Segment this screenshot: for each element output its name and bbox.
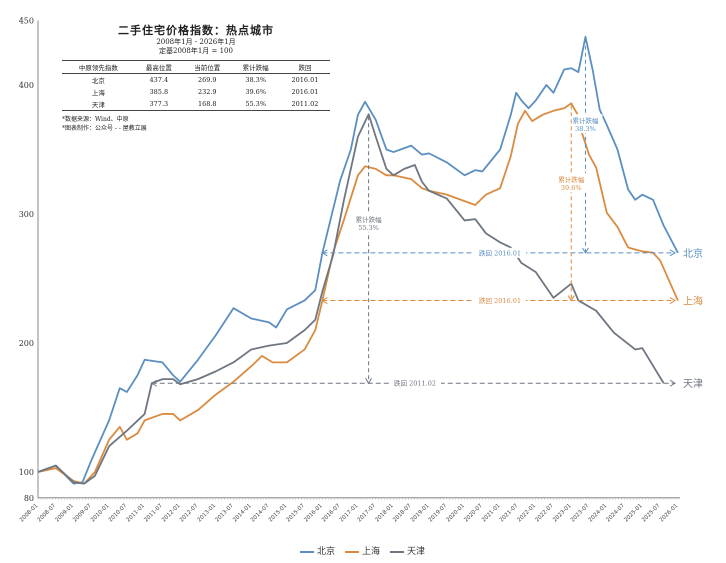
arrow-icon (669, 379, 676, 387)
x-tick-label: 2018-01 (374, 503, 394, 523)
label-bg (351, 212, 386, 232)
y-tick-label: 100 (19, 468, 34, 477)
author-note: *图表制作：公众号 - - 屋教立展 (62, 125, 147, 132)
x-tick-label: 2026-01 (659, 503, 679, 523)
legend: 北京 上海 天津 (300, 544, 425, 557)
label-bg (568, 114, 603, 134)
arrow-icon (669, 249, 676, 257)
drop-pct: 39.6% (561, 184, 582, 192)
arrow-icon (669, 297, 676, 304)
legend-label: 北京 (317, 547, 336, 557)
city-end-label: 北京 (683, 247, 703, 260)
label-bg (554, 173, 589, 193)
cell: 437.4 (149, 76, 169, 84)
arrow-icon (582, 247, 589, 254)
x-tick-label: 2012-01 (161, 503, 181, 523)
x-tick-label: 2013-01 (197, 503, 217, 523)
table-row: 上海 385.8 232.9 39.6% 2016.01 (62, 86, 330, 98)
arrow-icon (365, 377, 373, 385)
series-line-上海 (37, 102, 679, 485)
table-header: 中原领先指数 最高位置 当前位置 累计跌幅 跌回 (62, 60, 330, 74)
arrow-icon (567, 295, 575, 302)
cell: 北京 (91, 77, 105, 85)
cell: 232.9 (197, 88, 217, 96)
cell: 2016.01 (291, 88, 319, 96)
info-box: 二手住宅价格指数：热点城市 2008年1月 - 2026年1月 定基2008年1… (62, 22, 330, 133)
cell: 上海 (91, 89, 105, 97)
drop-pct: 55.3% (358, 224, 379, 232)
y-tick-label: 200 (19, 339, 34, 348)
x-tick-label: 2010-01 (90, 503, 110, 523)
arrow-icon (321, 249, 328, 257)
cell: 269.9 (197, 76, 217, 84)
x-tick-label: 2016-01 (303, 503, 323, 523)
cell: 55.3% (245, 100, 266, 108)
table-row: 北京 437.4 269.9 38.3% 2016.01 (62, 74, 330, 87)
x-tick-label: 2009-01 (54, 503, 74, 523)
x-tick-label: 2024-01 (588, 503, 608, 523)
x-tick-label: 2023-01 (552, 503, 572, 523)
series-line-北京 (37, 35, 679, 485)
col-header: 跌回 (279, 60, 330, 74)
x-tick-label: 2025-01 (623, 503, 643, 523)
city-end-label: 上海 (683, 295, 703, 308)
col-header: 中原领先指数 (62, 60, 135, 74)
label-bg (474, 247, 526, 258)
y-tick-label: 80 (24, 494, 34, 503)
cell: 168.8 (197, 100, 217, 108)
series-line-天津 (37, 113, 665, 485)
x-tick-label: 2017-01 (339, 503, 359, 523)
cell: 38.3% (245, 76, 266, 84)
legend-item: 北京 (300, 544, 335, 557)
cell: 377.3 (149, 100, 169, 108)
x-tick-label: 2008-01 (19, 503, 39, 523)
return-label: 跌回 2011.02 (394, 379, 436, 388)
x-tick-label: 2022-01 (517, 503, 537, 523)
col-header: 当前位置 (183, 60, 232, 74)
arrow-icon (321, 297, 328, 304)
cell: 385.8 (149, 88, 169, 96)
x-tick-label: 2015-01 (268, 503, 288, 523)
return-label: 跌回 2016.01 (479, 248, 521, 257)
x-tick-label: 2011-01 (126, 503, 146, 523)
cell: 2011.02 (291, 100, 319, 108)
legend-item: 上海 (345, 544, 380, 557)
drop-label: 累计跌幅 (356, 215, 383, 224)
label-bg (474, 295, 526, 306)
y-tick-label: 300 (19, 210, 34, 219)
y-tick-label: 400 (19, 81, 34, 90)
y-tick-label: 450 (19, 17, 34, 26)
legend-item: 天津 (390, 544, 425, 557)
x-tick-label: 2019-01 (410, 503, 430, 523)
x-tick-label: 2021-01 (481, 503, 501, 523)
table-row: 天津 377.3 168.8 55.3% 2011.02 (62, 98, 330, 111)
x-tick-label: 2020-01 (446, 503, 466, 523)
legend-label: 上海 (362, 547, 381, 557)
source-note: *数据来源：Wind、中原 (62, 116, 129, 123)
date-range: 2008年1月 - 2026年1月 (156, 38, 236, 46)
col-header: 累计跌幅 (231, 60, 280, 74)
drop-label: 累计跌幅 (572, 116, 599, 125)
city-end-label: 天津 (683, 378, 703, 390)
chart-title: 二手住宅价格指数：热点城市 (118, 24, 274, 37)
summary-table: 中原领先指数 最高位置 当前位置 累计跌幅 跌回 北京 437.4 269.9 38.… (62, 60, 330, 111)
x-tick-label: 2014-01 (232, 503, 252, 523)
legend-label: 天津 (407, 547, 426, 557)
return-label: 跌回 2016.01 (479, 296, 521, 305)
arrow-icon (150, 379, 158, 387)
label-bg (389, 378, 441, 389)
cell: 天津 (91, 101, 105, 109)
cell: 39.6% (245, 88, 266, 96)
col-header: 最高位置 (134, 60, 184, 74)
drop-pct: 38.3% (575, 125, 596, 133)
drop-label: 累计跌幅 (558, 175, 585, 184)
base-note: 定基2008年1月 = 100 (159, 47, 233, 55)
cell: 2016.01 (291, 76, 319, 84)
